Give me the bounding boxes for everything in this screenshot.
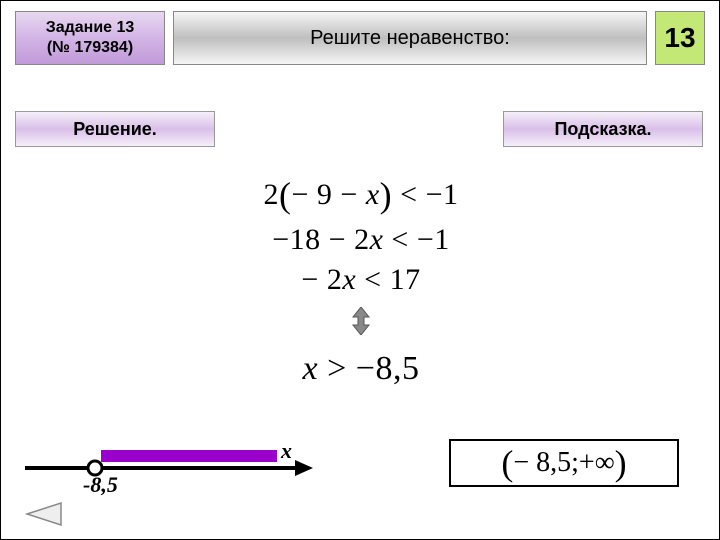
task-number-box: 13	[655, 11, 705, 65]
m1a: 2	[263, 178, 279, 211]
ans-low: − 8,5	[513, 447, 571, 479]
solution-label: Решение.	[73, 119, 157, 140]
back-button[interactable]	[25, 501, 65, 532]
ans-close: )	[615, 442, 627, 484]
math-line-3: − 2x < 17	[1, 260, 720, 301]
m1c: < −1	[392, 178, 458, 211]
solution-button[interactable]: Решение.	[15, 111, 215, 147]
title-text: Решите неравенство:	[310, 27, 510, 50]
double-arrow-icon	[1, 307, 720, 344]
title-bar: Решите неравенство:	[173, 11, 647, 65]
mra: > −8,5	[318, 350, 419, 387]
axis-label: x	[280, 446, 292, 463]
header-row: Задание 13 (№ 179384) Решите неравенство…	[15, 11, 705, 65]
hint-button[interactable]: Подсказка.	[503, 111, 703, 147]
task-label-2: (№ 179384)	[47, 38, 133, 58]
task-number: 13	[664, 22, 695, 54]
m3a: − 2	[301, 263, 342, 296]
task-label-1: Задание 13	[46, 18, 135, 38]
math-block: 2(− 9 − x) < −1 −18 − 2x < −1 − 2x < 17 …	[1, 171, 720, 392]
ans-open: (	[501, 442, 513, 484]
ans-high: +∞	[579, 447, 615, 479]
m2b: < −1	[383, 223, 449, 256]
ans-sep: ;	[571, 447, 579, 479]
task-badge: Задание 13 (№ 179384)	[15, 11, 165, 65]
math-line-1: 2(− 9 − x) < −1	[1, 171, 720, 220]
m3b: < 17	[356, 263, 420, 296]
point-label: -8,5	[83, 472, 118, 497]
answer-box: ( − 8,5 ; +∞ )	[449, 439, 679, 487]
hint-label: Подсказка.	[554, 119, 651, 140]
math-result: x > −8,5	[1, 346, 720, 392]
math-line-2: −18 − 2x < −1	[1, 220, 720, 261]
m2a: −18 − 2	[272, 223, 369, 256]
number-line: -8,5 x	[25, 446, 325, 506]
m1b: − 9 −	[291, 178, 365, 211]
